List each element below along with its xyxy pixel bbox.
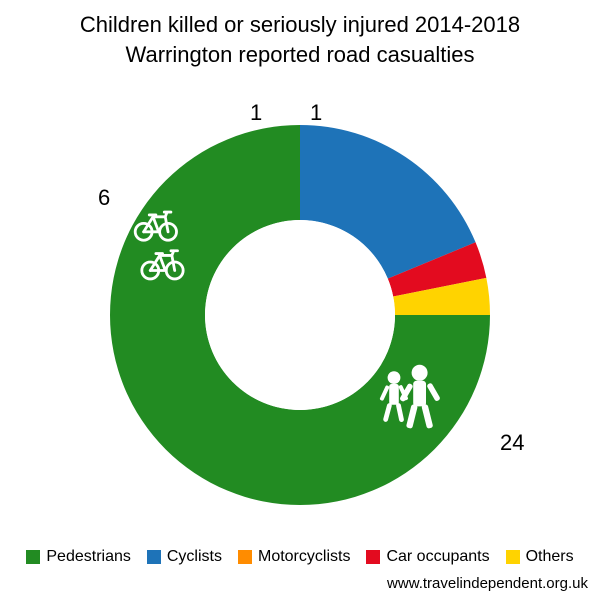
legend-swatch <box>26 550 40 564</box>
title-line-2: Warrington reported road casualties <box>126 42 475 67</box>
legend-item: Car occupants <box>366 548 489 566</box>
legend-label: Cyclists <box>167 548 222 566</box>
donut-hole <box>205 220 395 410</box>
legend-swatch <box>147 550 161 564</box>
bicycle-icon <box>126 198 194 266</box>
legend-label: Others <box>526 548 574 566</box>
value-label: 1 <box>250 100 262 126</box>
legend-item: Others <box>506 548 574 566</box>
legend-swatch <box>238 550 252 564</box>
legend: Pedestrians Cyclists Motorcyclists Car occu… <box>0 548 600 566</box>
donut-chart <box>90 105 510 525</box>
value-label: 24 <box>500 430 524 456</box>
value-label: 6 <box>98 185 110 211</box>
legend-swatch <box>506 550 520 564</box>
chart-title: Children killed or seriously injured 201… <box>0 0 600 69</box>
legend-item: Cyclists <box>147 548 222 566</box>
title-line-1: Children killed or seriously injured 201… <box>80 12 520 37</box>
legend-label: Pedestrians <box>46 548 131 566</box>
legend-item: Pedestrians <box>26 548 131 566</box>
source-url: www.travelindependent.org.uk <box>387 575 588 592</box>
legend-item: Motorcyclists <box>238 548 350 566</box>
legend-swatch <box>366 550 380 564</box>
legend-label: Motorcyclists <box>258 548 350 566</box>
legend-label: Car occupants <box>386 548 489 566</box>
chart-container: Children killed or seriously injured 201… <box>0 0 600 600</box>
pedestrians-icon <box>370 360 450 440</box>
value-label: 1 <box>310 100 322 126</box>
